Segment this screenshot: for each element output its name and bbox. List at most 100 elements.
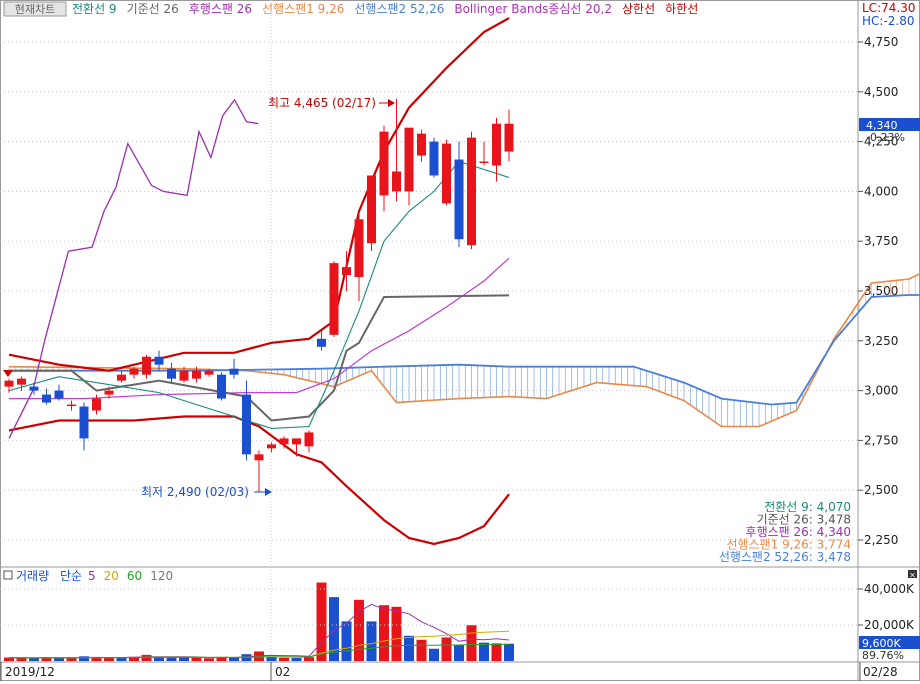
- price-tick-label: 2,750: [864, 433, 898, 447]
- volume-bar: [491, 643, 502, 661]
- leading-span1-line: [8, 272, 920, 428]
- price-tick-label: 3,000: [864, 384, 898, 398]
- volume-bar: [141, 654, 152, 661]
- volume-bar: [304, 657, 314, 661]
- volume-bar: [104, 657, 114, 661]
- volume-bar: [191, 657, 202, 661]
- candle-body: [79, 406, 89, 439]
- price-tick-label: 4,000: [864, 184, 898, 198]
- candle-body: [29, 386, 39, 391]
- indicator-label: Bollinger Bands중심선 20,2: [454, 2, 612, 16]
- price-tick-label: 4,500: [864, 85, 898, 99]
- candle-body: [329, 263, 339, 335]
- candle-body: [142, 356, 151, 375]
- bollinger-lower-line: [8, 415, 510, 546]
- volume-axis-ticks: 40,000K 20,000K: [0, 582, 915, 632]
- volume-bar: [454, 644, 464, 661]
- current-volume-pct: 89.76%: [862, 649, 904, 662]
- candle-body: [267, 444, 276, 449]
- volume-pane-close-button[interactable]: [908, 570, 917, 578]
- price-tick-label: 4,250: [864, 135, 898, 149]
- volume-bar: [154, 657, 164, 661]
- base-line: [9, 294, 510, 422]
- volume-bar: [66, 658, 77, 661]
- candle-body: [242, 394, 251, 455]
- indicator-label: 선행스팬1 9,26: [262, 1, 344, 16]
- volume-bar: [466, 625, 477, 661]
- price-axis-ticks: 4,750 4,500 4,250 4,000 3,750 3,500 3,250 3,000…: [858, 35, 898, 547]
- volume-bar: [404, 635, 414, 661]
- volume-bars: [4, 582, 514, 661]
- volume-bar: [129, 656, 139, 661]
- price-tick-label: 2,250: [864, 533, 898, 547]
- candle-body: [354, 219, 364, 278]
- volume-ma-period: 60: [127, 569, 142, 583]
- candle-body: [392, 171, 401, 192]
- conversion-line: [8, 160, 510, 429]
- candle-body: [204, 370, 214, 375]
- high-annotation: 최고 4,465 (02/17): [268, 96, 376, 110]
- date-label-start: 2019/12: [5, 665, 55, 679]
- indicator-label: 하한선: [665, 2, 698, 16]
- candle-body: [504, 123, 514, 152]
- volume-pane-toggle[interactable]: [3, 570, 13, 580]
- volume-bar: [429, 648, 439, 661]
- indicator-label: 전환선 9: [72, 2, 117, 16]
- volume-bar: [416, 639, 427, 661]
- bollinger-mid-line: [9, 257, 510, 400]
- lc-value: LC:74.30: [862, 1, 915, 15]
- volume-bar: [204, 658, 214, 661]
- indicator-lines: [8, 17, 920, 546]
- price-tick-label: 4,750: [864, 35, 898, 49]
- candle-body: [67, 404, 76, 407]
- candle-body: [217, 374, 226, 399]
- start-marker-icon: [3, 370, 13, 377]
- candle-body: [367, 175, 376, 244]
- indicator-value: 기준선 26: 3,478: [757, 513, 851, 527]
- price-tick-label: 3,500: [864, 284, 898, 298]
- price-tick-label: 2,500: [864, 483, 898, 497]
- current-chart-button[interactable]: [3, 1, 67, 17]
- bollinger-upper-line: [8, 17, 510, 372]
- price-gridlines: [0, 41, 858, 541]
- candle-body: [317, 338, 326, 347]
- volume-bar: [504, 643, 514, 661]
- candle-body: [492, 123, 501, 166]
- volume-bar: [316, 582, 327, 661]
- candle-body: [17, 378, 26, 385]
- low-annotation: 최저 2,490 (02/03): [141, 485, 249, 499]
- indicator-value: 후행스팬 26: 4,340: [746, 524, 851, 539]
- volume-ma-period: 5: [88, 569, 96, 583]
- current-volume: 9,600K: [862, 637, 901, 650]
- indicator-legend-header: 전환선 9 기준선 26 후행스팬 26 선행스팬1 9,26 선행스팬2 52,26 B…: [72, 1, 698, 16]
- close-icon: ×: [909, 571, 916, 580]
- candle-body: [92, 398, 101, 411]
- candle-body: [192, 370, 201, 379]
- current-change: -0.23%: [866, 131, 905, 144]
- volume-bar: [379, 605, 389, 661]
- leading-span2-line: [9, 294, 920, 406]
- high-arrow-icon: [388, 99, 395, 107]
- candle-body: [379, 131, 389, 196]
- volume-moving-averages: [8, 603, 510, 659]
- candlestick-series: [4, 98, 514, 493]
- candle-body: [467, 137, 476, 246]
- candle-body: [229, 368, 239, 375]
- candle-body: [54, 390, 64, 399]
- current-price: 4,340: [866, 119, 898, 132]
- candle-body: [254, 454, 264, 461]
- volume-bar: [116, 657, 127, 661]
- volume-bar: [254, 651, 264, 661]
- candle-body: [179, 370, 189, 381]
- indicator-value: 선행스팬2 52,26: 3,478: [719, 549, 851, 564]
- price-tick-label: 3,250: [864, 334, 898, 348]
- indicator-label: 후행스팬 26: [189, 1, 252, 16]
- volume-bar: [166, 657, 177, 661]
- candle-body: [479, 161, 489, 164]
- candle-body: [4, 380, 14, 387]
- hc-value: HC:-2.80: [862, 14, 915, 28]
- volume-method: 단순: [60, 569, 82, 583]
